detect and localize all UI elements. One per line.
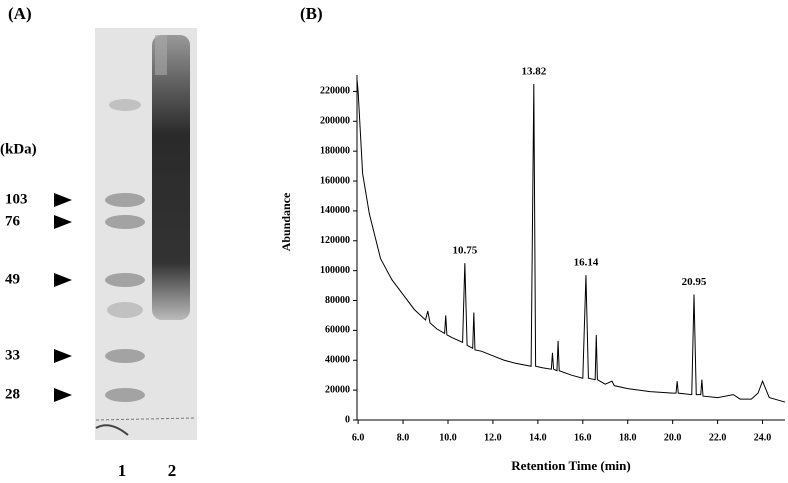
peak-label: 13.82	[521, 65, 546, 77]
y-tick-label: 180000	[320, 145, 350, 156]
lane-smear	[152, 35, 190, 320]
x-tick-label: 6.0	[352, 432, 365, 443]
panel-label: (B)	[300, 4, 323, 23]
y-tick-label: 20000	[325, 384, 350, 395]
y-tick-label: 100000	[320, 265, 350, 276]
marker-label: 76	[5, 213, 21, 229]
arrow	[54, 349, 72, 363]
marker-label: 33	[5, 347, 20, 363]
x-tick-label: 14.0	[529, 432, 547, 443]
panel-label: (A)	[8, 4, 32, 23]
y-tick-label: 220000	[320, 86, 350, 97]
y-tick-label: 120000	[320, 235, 350, 246]
y-tick-label: 140000	[320, 205, 350, 216]
marker-label: 103	[5, 191, 28, 207]
band	[105, 388, 145, 402]
lane-label: 1	[118, 461, 127, 480]
unit-label: (kDa)	[0, 141, 37, 157]
y-tick-label: 200000	[320, 116, 350, 127]
arrow	[54, 273, 72, 287]
marker-label: 28	[5, 386, 20, 402]
x-tick-label: 16.0	[574, 432, 592, 443]
band	[105, 273, 145, 287]
arrow	[54, 215, 72, 229]
gel-edge	[95, 424, 129, 436]
band	[109, 99, 141, 111]
x-tick-label: 24.0	[754, 432, 772, 443]
arrow	[54, 193, 72, 207]
lane-well	[155, 35, 167, 75]
x-tick-label: 18.0	[619, 432, 637, 443]
y-tick-label: 80000	[325, 295, 350, 306]
band	[105, 349, 145, 363]
x-tick-label: 22.0	[709, 432, 727, 443]
x-tick-label: 20.0	[664, 432, 682, 443]
gel-front	[95, 417, 196, 421]
marker-label: 49	[5, 271, 20, 287]
x-tick-label: 12.0	[484, 432, 502, 443]
peak-label: 20.95	[682, 276, 707, 288]
y-tick-label: 40000	[325, 355, 350, 366]
x-axis-label: Retention Time (min)	[511, 458, 630, 473]
band	[105, 193, 145, 207]
x-tick-label: 10.0	[439, 432, 457, 443]
band	[105, 215, 145, 229]
y-tick-label: 160000	[320, 175, 350, 186]
lane-label: 2	[168, 461, 177, 480]
y-tick-label: 0	[345, 414, 350, 425]
trace	[356, 79, 786, 403]
x-tick-label: 8.0	[397, 432, 410, 443]
peak-label: 16.14	[574, 257, 599, 269]
y-axis-label: Abundance	[279, 192, 293, 251]
y-tick-label: 60000	[325, 325, 350, 336]
arrow	[54, 388, 72, 402]
peak-label: 10.75	[452, 245, 477, 257]
band	[107, 302, 143, 318]
